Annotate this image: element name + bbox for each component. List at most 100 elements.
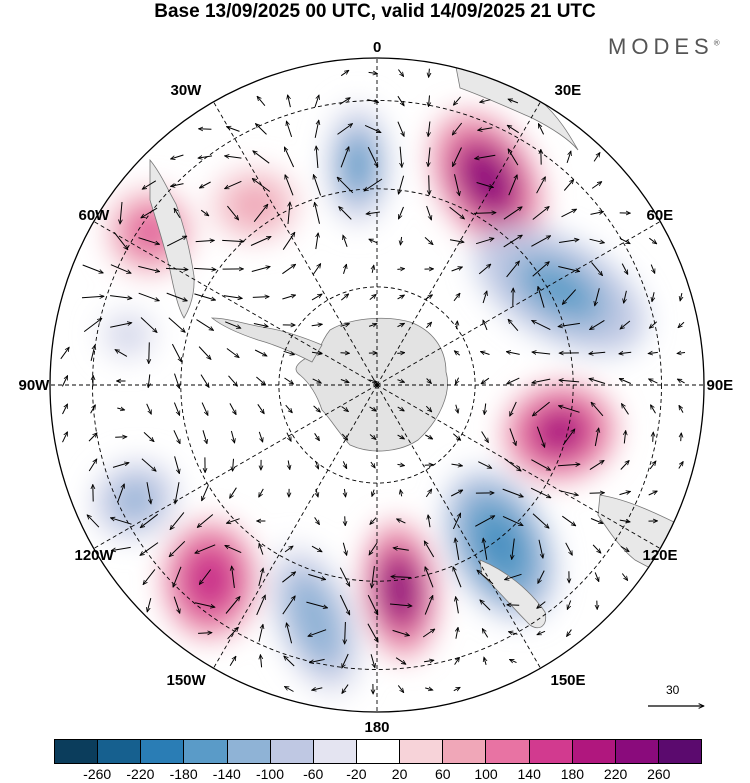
colorbar-swatch [657,740,702,763]
wind-vector-arrow [370,517,377,525]
wind-vector-arrow [678,321,685,327]
wind-vector-arrow [364,178,383,191]
wind-vector-arrow [506,352,520,355]
wind-vector-arrow [397,464,405,465]
wind-vector-arrow [175,482,180,504]
meridian-150 [376,384,541,669]
wind-vector-arrow [257,404,264,413]
anomaly-high-140w-level-5 [200,568,220,592]
colorbar-swatch [485,740,529,763]
wind-vector-arrow [138,237,160,245]
wind-vector-arrow [558,322,580,326]
wind-vector-arrow [456,627,458,639]
wind-vector-arrow [508,99,519,104]
wind-vector-arrow [619,520,630,522]
wind-vector-arrow [504,458,521,471]
wind-vector-arrow [456,597,459,614]
wind-vector-arrow [398,175,405,194]
wind-vector-arrow [173,430,181,443]
wind-vector-arrow [475,154,496,158]
wind-vector-arrow [565,542,573,555]
wind-vector-arrow [595,288,600,306]
wind-vector-arrow [590,212,604,215]
wind-vector-arrow [282,264,295,275]
wind-vector-arrow [619,491,631,496]
wind-vector-arrow [138,265,159,271]
wind-vector-arrow [170,512,185,529]
wind-vector-arrow [82,264,104,273]
colorbar-tick-label: 60 [435,766,451,782]
wind-vector-arrow [225,156,242,158]
wind-vector-arrow [649,321,658,328]
wind-vector-arrow [424,237,433,244]
wind-vector-arrow [168,317,185,333]
wind-vector-arrow [452,433,460,441]
wind-vector-arrow [286,121,293,138]
wind-vector-arrow [225,321,241,328]
wind-vector-arrow [344,488,345,497]
wind-vector-arrow [397,353,404,354]
colorbar-tick-label: -180 [169,766,198,782]
wind-vector-arrow [367,146,379,167]
wind-vector-arrow [256,376,265,385]
wind-vector-arrow [316,460,319,469]
wind-vector-arrow [424,595,433,615]
colorbar-tick-label: -60 [303,766,324,782]
wind-vector-arrow [508,175,517,196]
wind-vector-arrow [559,380,580,382]
wind-vector-arrow [288,460,290,470]
wind-vector-arrow [258,568,263,587]
colorbar-tick-label: -100 [255,766,285,782]
wind-vector-arrow [367,623,378,642]
wind-vector-arrow [173,402,179,416]
colorbar-tick-label: -260 [83,766,112,782]
wind-vector-arrow [620,461,629,470]
wind-vector-arrow [340,70,349,77]
wind-vector-arrow [624,290,627,303]
wind-vector-arrow [455,538,460,560]
wind-vector-arrow [345,621,346,644]
wind-vector-arrow [648,490,658,496]
colorbar-swatch [183,740,227,763]
wind-vector-arrow [339,594,351,615]
wind-vector-arrow [429,95,430,106]
wind-vector-arrow [230,487,237,499]
wind-vector-arrow [591,262,603,275]
colorbar-swatch [355,740,400,763]
wind-vector-arrow [512,538,515,560]
wind-vector-arrow [282,596,295,615]
colorbar-swatch [571,740,615,763]
wind-vector-arrow [309,658,325,662]
wind-vector-arrow [284,546,293,553]
wind-vector-arrow [532,401,550,416]
wind-vector-arrow [232,566,235,588]
wind-vector-arrow [364,124,381,134]
wind-vector-arrow [532,262,550,277]
wind-vector-arrow [508,319,519,332]
wind-vector-arrow [227,205,238,220]
wind-vector-arrow [146,482,151,504]
wind-vectors [60,68,686,694]
wind-vector-arrow [337,124,353,135]
wind-vector-arrow [397,434,405,439]
wind-vector-arrow [393,548,409,550]
wind-vector-arrow [143,569,156,584]
wind-vector-arrow [314,120,319,138]
wind-vector-arrow [678,462,683,469]
wind-vector-arrow [340,294,348,301]
wind-vector-arrow [456,404,458,413]
wind-vector-arrow [111,546,131,550]
wind-vector-arrow [503,235,523,248]
wind-vector-arrow [366,212,380,214]
wind-vector-arrow [369,380,377,382]
wind-vector-arrow [308,573,325,579]
wind-vector-arrow [230,430,234,443]
wind-vector-arrow [369,238,378,244]
brand-mark: ® [713,38,720,48]
anomaly-low-60e-level-5 [542,277,578,303]
wind-vector-arrow [476,182,494,188]
wind-vector-arrow [558,266,579,272]
wind-vector-arrow [62,432,68,443]
wind-vector-arrow [559,406,580,413]
colorbar-swatch [269,740,313,763]
